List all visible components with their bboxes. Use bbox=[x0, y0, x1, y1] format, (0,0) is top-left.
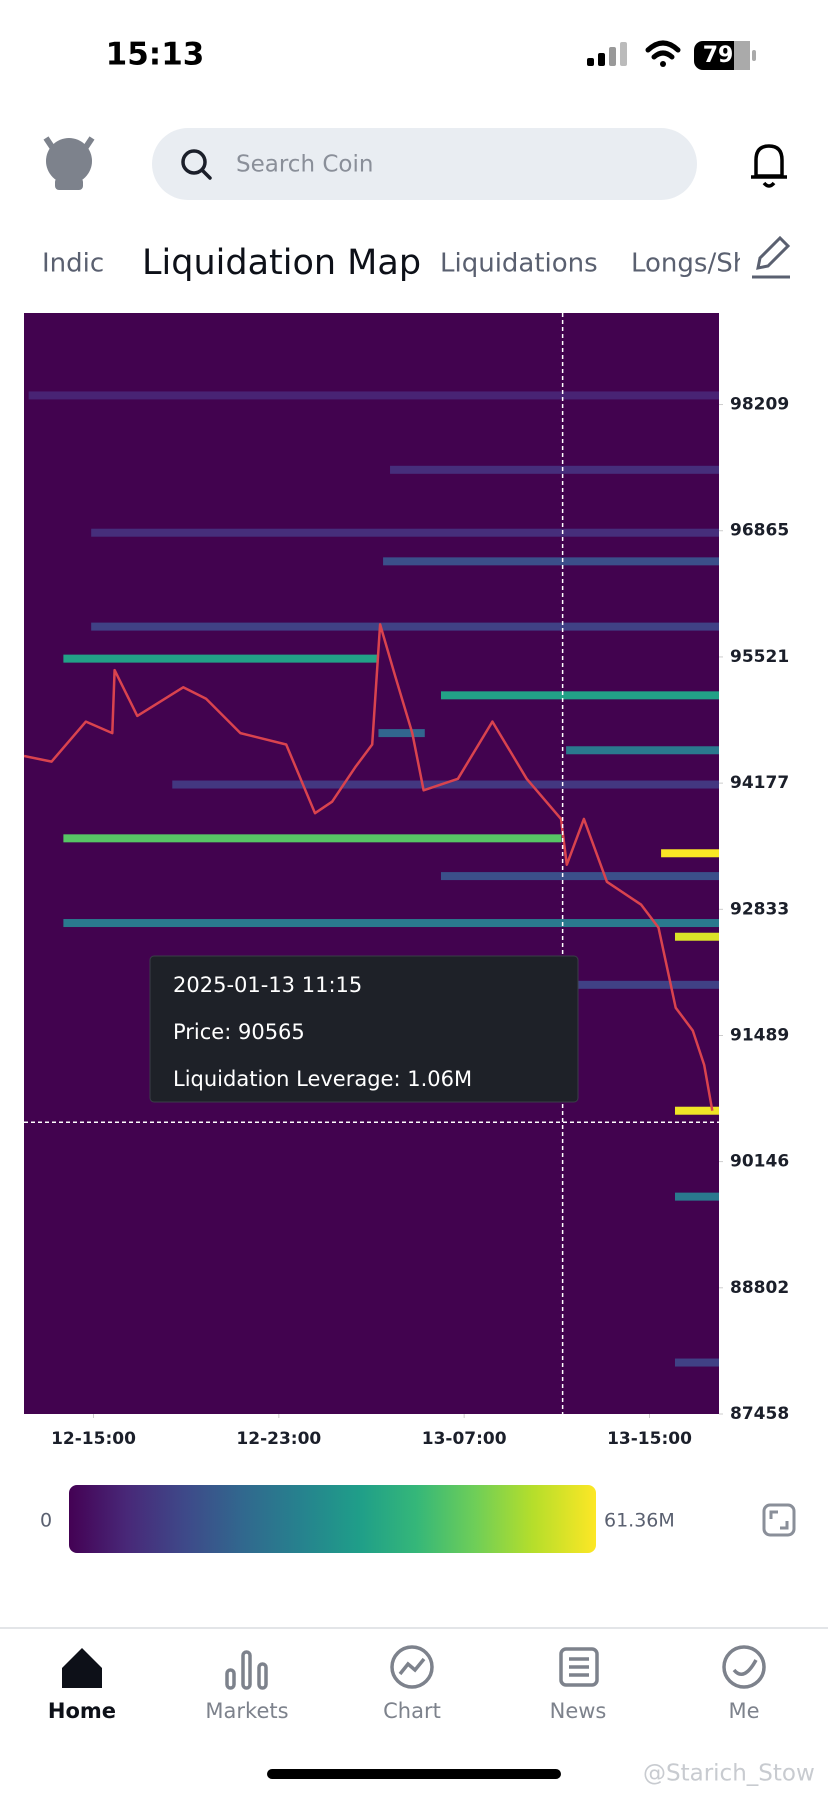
tooltip-date: 2025-01-13 11:15 bbox=[173, 973, 362, 997]
y-tick-label: 94177 bbox=[730, 773, 789, 793]
fullscreen-icon[interactable] bbox=[762, 1503, 796, 1537]
heat-band bbox=[566, 980, 719, 989]
price-line bbox=[24, 623, 714, 1111]
colorbar-max: 61.36M bbox=[604, 1510, 675, 1532]
nav-label[interactable]: Chart bbox=[383, 1699, 441, 1723]
battery-level: 79 bbox=[703, 43, 734, 68]
tab-active[interactable]: Liquidation Map bbox=[142, 243, 421, 283]
edit-icon[interactable] bbox=[752, 235, 791, 279]
y-tick-label: 87458 bbox=[730, 1404, 789, 1424]
plot bbox=[24, 391, 719, 1367]
search-icon bbox=[181, 149, 207, 175]
nav-label[interactable]: Home bbox=[48, 1699, 116, 1723]
x-tick-label: 13-15:00 bbox=[607, 1429, 692, 1449]
nav-label[interactable]: Me bbox=[728, 1699, 759, 1723]
heat-band bbox=[390, 465, 719, 474]
heat-band bbox=[383, 557, 719, 566]
avatar[interactable] bbox=[43, 136, 95, 190]
y-tick-label: 90146 bbox=[730, 1152, 789, 1172]
heat-band bbox=[63, 834, 562, 843]
heat-band bbox=[674, 932, 719, 941]
heat-band bbox=[63, 654, 379, 663]
home-icon[interactable] bbox=[62, 1648, 102, 1688]
heat-band bbox=[91, 622, 719, 631]
tab[interactable]: Liquidations bbox=[440, 249, 598, 279]
heat-band bbox=[63, 919, 719, 928]
tab[interactable]: Longs/Sh bbox=[631, 249, 749, 279]
x-tick-label: 12-23:00 bbox=[236, 1429, 321, 1449]
colorbar-min: 0 bbox=[40, 1510, 52, 1532]
search-icon bbox=[200, 168, 212, 180]
y-tick-label: 95521 bbox=[730, 647, 789, 667]
nav-labels: Home Markets Chart News Me bbox=[48, 1699, 760, 1723]
plot-area bbox=[24, 313, 719, 1414]
nav-label[interactable]: News bbox=[550, 1699, 607, 1723]
axes: 98209 96865 95521 94177 92833 91489 90146 88802… bbox=[24, 313, 789, 1532]
chart-icon[interactable] bbox=[390, 1645, 434, 1689]
news-icon[interactable] bbox=[559, 1647, 599, 1687]
heat-band bbox=[441, 691, 719, 700]
nav-label[interactable]: Markets bbox=[205, 1699, 288, 1723]
heat-band bbox=[441, 872, 719, 881]
bell-icon[interactable] bbox=[751, 144, 787, 188]
heat-band bbox=[172, 780, 719, 789]
tooltip-price: Price: 90565 bbox=[173, 1020, 305, 1044]
heat-band bbox=[378, 729, 425, 738]
home-indicator bbox=[267, 1769, 561, 1779]
markets-icon[interactable] bbox=[225, 1650, 268, 1690]
heat-band bbox=[28, 391, 719, 400]
watermark: @Starich_Stow bbox=[643, 1761, 815, 1787]
y-tick-label: 88802 bbox=[730, 1278, 789, 1298]
heat-band bbox=[674, 1106, 719, 1115]
signal-icon bbox=[587, 42, 627, 66]
wifi-icon bbox=[645, 40, 681, 67]
tooltip-leverage: Liquidation Leverage: 1.06M bbox=[173, 1067, 472, 1091]
y-tick-label: 92833 bbox=[730, 899, 789, 919]
heat-band bbox=[674, 1358, 719, 1367]
colorbar bbox=[69, 1485, 596, 1553]
heat-band bbox=[91, 528, 719, 537]
x-tick-label: 13-07:00 bbox=[422, 1429, 507, 1449]
y-tick-label: 91489 bbox=[730, 1026, 789, 1046]
battery-icon: 79 bbox=[694, 41, 756, 70]
y-tick-label: 96865 bbox=[730, 521, 789, 541]
me-icon[interactable] bbox=[722, 1645, 766, 1689]
heat-band bbox=[566, 746, 719, 755]
search-placeholder[interactable]: Search Coin bbox=[236, 152, 373, 178]
x-tick-label: 12-15:00 bbox=[51, 1429, 136, 1449]
status-time: 15:13 bbox=[106, 37, 205, 73]
search-bar[interactable] bbox=[152, 128, 697, 200]
heat-band bbox=[661, 849, 719, 858]
heat-band bbox=[674, 1192, 719, 1201]
tooltip-box bbox=[149, 955, 579, 1103]
y-tick-label: 98209 bbox=[730, 395, 789, 415]
tab[interactable]: Indic bbox=[42, 249, 104, 279]
